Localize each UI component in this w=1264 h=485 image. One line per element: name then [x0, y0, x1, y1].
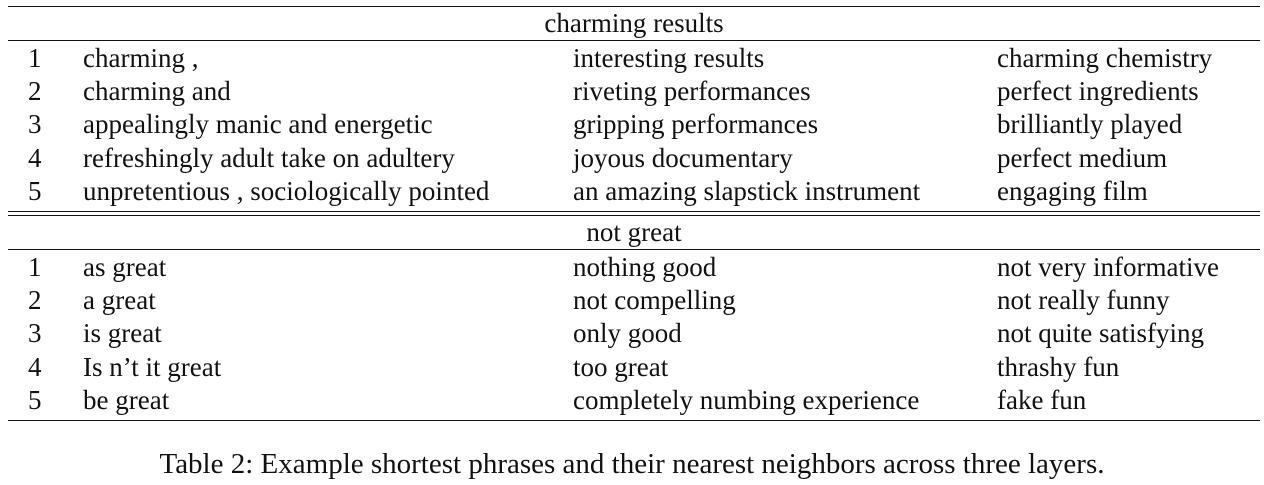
rank-cell: 3 — [28, 109, 42, 140]
phrase-cell-layer-1: a great — [83, 285, 156, 316]
table-row: 4 refreshingly adult take on adultery jo… — [8, 142, 1260, 175]
phrase-cell-layer-1: charming , — [83, 43, 199, 73]
phrase-cell-layer-2: not compelling — [573, 285, 736, 316]
table-row: 3 appealingly manic and energetic grippi… — [8, 108, 1260, 141]
section-rows-not-great: 1 as great nothing good not very informa… — [8, 250, 1260, 420]
phrase-cell-layer-2: joyous documentary — [573, 142, 793, 173]
table-row: 1 charming , interesting results charmin… — [8, 42, 1260, 75]
rank-cell: 5 — [28, 175, 42, 206]
rank-cell: 1 — [28, 251, 42, 282]
rank-cell: 1 — [28, 43, 42, 73]
phrase-cell-layer-1: be great — [83, 384, 170, 415]
results-table: charming results 1 charming , interestin… — [8, 6, 1260, 421]
table-row: 2 charming and riveting performances per… — [8, 75, 1260, 108]
table-row: 1 as great nothing good not very informa… — [8, 251, 1260, 284]
phrase-cell-layer-1: appealingly manic and energetic — [83, 109, 433, 140]
section-divider-double-rule — [8, 210, 1260, 216]
phrase-cell-layer-2: too great — [573, 351, 669, 382]
phrase-cell-layer-3: perfect ingredients — [997, 76, 1199, 107]
rank-cell: 4 — [28, 351, 42, 382]
phrase-cell-layer-3: not quite satisfying — [997, 318, 1204, 349]
table-row: 2 a great not compelling not really funn… — [8, 284, 1260, 317]
rank-cell: 3 — [28, 318, 42, 349]
phrase-cell-layer-1: as great — [83, 251, 167, 282]
phrase-cell-layer-3: perfect medium — [997, 142, 1168, 173]
phrase-cell-layer-3: fake fun — [997, 384, 1087, 415]
rank-cell: 5 — [28, 384, 42, 415]
phrase-cell-layer-1: refreshingly adult take on adultery — [83, 142, 455, 173]
phrase-cell-layer-3: not really funny — [997, 285, 1170, 316]
phrase-cell-layer-2: interesting results — [573, 43, 765, 73]
table-row: 4 Is n’t it great too great thrashy fun — [8, 351, 1260, 384]
phrase-cell-layer-3: thrashy fun — [997, 351, 1120, 382]
rank-cell: 2 — [28, 76, 42, 107]
phrase-cell-layer-1: is great — [83, 318, 162, 349]
section-rows-charming-results: 1 charming , interesting results charmin… — [8, 41, 1260, 211]
phrase-cell-layer-3: not very informative — [997, 251, 1219, 282]
bottom-rule — [8, 419, 1260, 421]
phrase-cell-layer-2: completely numbing experience — [573, 384, 920, 415]
phrase-cell-layer-3: charming chemistry — [997, 43, 1213, 73]
table-row: 3 is great only good not quite satisfyin… — [8, 317, 1260, 350]
phrase-cell-layer-2: only good — [573, 318, 682, 349]
section-title-charming-results: charming results — [544, 8, 724, 38]
section-rule — [8, 248, 1260, 250]
rank-cell: 4 — [28, 142, 42, 173]
phrase-cell-layer-3: brilliantly played — [997, 109, 1183, 140]
phrase-cell-layer-1: charming and — [83, 76, 231, 107]
table-caption: Table 2: Example shortest phrases and th… — [159, 448, 1105, 480]
phrase-cell-layer-2: riveting performances — [573, 76, 811, 107]
phrase-cell-layer-2: an amazing slapstick instrument — [573, 175, 921, 206]
top-rule — [8, 6, 1260, 7]
rank-cell: 2 — [28, 285, 42, 316]
phrase-cell-layer-2: gripping performances — [573, 109, 819, 140]
phrase-cell-layer-1: Is n’t it great — [83, 351, 222, 382]
phrase-cell-layer-1: unpretentious , sociologically pointed — [83, 175, 490, 206]
phrase-cell-layer-3: engaging film — [997, 175, 1148, 206]
phrase-cell-layer-2: nothing good — [573, 251, 717, 282]
table-row: 5 unpretentious , sociologically pointed… — [8, 175, 1260, 208]
section-title-not-great: not great — [586, 216, 682, 247]
table-row: 5 be great completely numbing experience… — [8, 384, 1260, 417]
section-rule — [8, 40, 1260, 41]
